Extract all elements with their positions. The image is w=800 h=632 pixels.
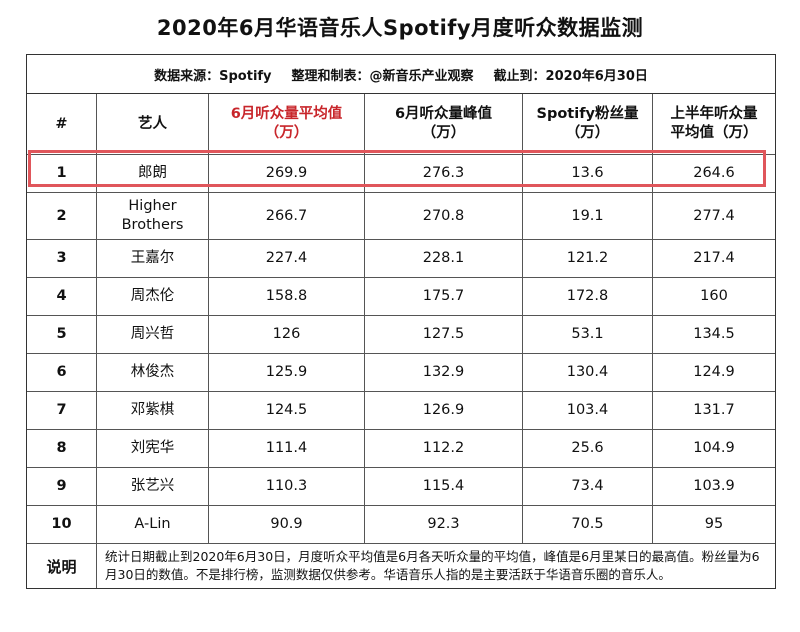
highlight-box xyxy=(28,150,766,187)
cell-artist: A-Lin xyxy=(97,506,209,543)
header-half-year-avg: 上半年听众量 平均值（万） xyxy=(670,106,758,141)
meta-source: 数据来源：Spotify xyxy=(154,68,272,84)
cell-june-avg: 110.3 xyxy=(209,468,365,505)
table-row: 1 郎朗 269.9 276.3 13.6 264.6 xyxy=(27,155,775,193)
cell-june-peak: 276.3 xyxy=(365,155,523,192)
note-label: 说明 xyxy=(27,544,97,588)
cell-artist: Higher Brothers xyxy=(97,193,209,239)
cell-june-peak: 228.1 xyxy=(365,240,523,277)
cell-june-avg: 126 xyxy=(209,316,365,353)
header-june-avg: 6月听众量平均值 （万） xyxy=(209,94,365,154)
cell-june-avg: 124.5 xyxy=(209,392,365,429)
cell-artist: 郎朗 xyxy=(97,155,209,192)
cell-june-avg: 269.9 xyxy=(209,155,365,192)
cell-june-peak: 126.9 xyxy=(365,392,523,429)
cell-half-year-avg: 103.9 xyxy=(693,478,735,494)
header-spotify-fans: Spotify粉丝量 （万） xyxy=(523,94,653,154)
cell-june-peak: 132.9 xyxy=(365,354,523,391)
cell-june-peak: 112.2 xyxy=(365,430,523,467)
table-row: 3 王嘉尔 227.4 228.1 121.2 217.4 xyxy=(27,240,775,278)
cell-june-avg: 158.8 xyxy=(209,278,365,315)
cell-rank: 2 xyxy=(27,193,97,239)
cell-spotify-fans: 73.4 xyxy=(523,468,653,505)
header-artist: 艺人 xyxy=(97,94,209,154)
cell-rank: 8 xyxy=(27,430,97,467)
cell-june-avg: 90.9 xyxy=(209,506,365,543)
cell-artist: 刘宪华 xyxy=(97,430,209,467)
cell-spotify-fans: 53.1 xyxy=(523,316,653,353)
table-row: 6 林俊杰 125.9 132.9 130.4 124.9 xyxy=(27,354,775,392)
meta-maker: 整理和制表：@新音乐产业观察 xyxy=(291,68,474,84)
table-row: 7 邓紫棋 124.5 126.9 103.4 131.7 xyxy=(27,392,775,430)
table-header-row: # 艺人 6月听众量平均值 （万） 6月听众量峰值 （万） Spotify粉丝量 （万… xyxy=(27,94,775,155)
cell-june-avg: 125.9 xyxy=(209,354,365,391)
cell-rank: 4 xyxy=(27,278,97,315)
cell-half-year-avg: 124.9 xyxy=(693,364,735,380)
cell-half-year-avg: 131.7 xyxy=(693,402,735,418)
cell-rank: 5 xyxy=(27,316,97,353)
cell-half-year-avg: 277.4 xyxy=(693,207,735,224)
cell-half-year-avg: 104.9 xyxy=(693,440,735,456)
header-rank: # xyxy=(27,94,97,154)
cell-spotify-fans: 121.2 xyxy=(523,240,653,277)
cell-artist: 周杰伦 xyxy=(97,278,209,315)
cell-spotify-fans: 130.4 xyxy=(523,354,653,391)
cell-june-peak: 127.5 xyxy=(365,316,523,353)
data-table: 数据来源：Spotify 整理和制表：@新音乐产业观察 截止到：2020年6月3… xyxy=(26,54,776,589)
cell-artist: 张艺兴 xyxy=(97,468,209,505)
cell-june-peak: 175.7 xyxy=(365,278,523,315)
table-row: 5 周兴哲 126 127.5 53.1 134.5 xyxy=(27,316,775,354)
page-title: 2020年6月华语音乐人Spotify月度听众数据监测 xyxy=(156,16,644,40)
table-row: 9 张艺兴 110.3 115.4 73.4 103.9 xyxy=(27,468,775,506)
cell-rank: 6 xyxy=(27,354,97,391)
table-row: 10 A-Lin 90.9 92.3 70.5 95 xyxy=(27,506,775,544)
cell-half-year-avg: 160 xyxy=(700,288,728,304)
cell-half-year-avg: 217.4 xyxy=(693,250,735,266)
cell-spotify-fans: 19.1 xyxy=(523,193,653,239)
cell-half-year-avg: 264.6 xyxy=(693,165,735,181)
cell-spotify-fans: 103.4 xyxy=(523,392,653,429)
cell-spotify-fans: 172.8 xyxy=(523,278,653,315)
table-row: 4 周杰伦 158.8 175.7 172.8 160 xyxy=(27,278,775,316)
cell-spotify-fans: 13.6 xyxy=(523,155,653,192)
table-meta: 数据来源：Spotify 整理和制表：@新音乐产业观察 截止到：2020年6月3… xyxy=(27,55,775,94)
note-row: 说明 统计日期截止到2020年6月30日，月度听众平均值是6月各天听众量的平均值… xyxy=(27,544,775,589)
cell-spotify-fans: 70.5 xyxy=(523,506,653,543)
table-row: 2 Higher Brothers 266.7 270.8 19.1 277.4 xyxy=(27,193,775,240)
cell-june-avg: 266.7 xyxy=(209,193,365,239)
note-text: 统计日期截止到2020年6月30日，月度听众平均值是6月各天听众量的平均值，峰值… xyxy=(105,549,760,582)
cell-artist: 王嘉尔 xyxy=(97,240,209,277)
cell-june-peak: 92.3 xyxy=(365,506,523,543)
cell-artist: 林俊杰 xyxy=(97,354,209,391)
cell-rank: 1 xyxy=(27,155,97,192)
cell-spotify-fans: 25.6 xyxy=(523,430,653,467)
cell-june-avg: 227.4 xyxy=(209,240,365,277)
cell-june-peak: 270.8 xyxy=(365,193,523,239)
cell-june-avg: 111.4 xyxy=(209,430,365,467)
cell-rank: 3 xyxy=(27,240,97,277)
cell-artist: 邓紫棋 xyxy=(97,392,209,429)
meta-cutoff: 截止到：2020年6月30日 xyxy=(493,68,648,84)
cell-rank: 10 xyxy=(27,506,97,543)
table-row: 8 刘宪华 111.4 112.2 25.6 104.9 xyxy=(27,430,775,468)
cell-artist: 周兴哲 xyxy=(97,316,209,353)
cell-june-peak: 115.4 xyxy=(365,468,523,505)
cell-rank: 9 xyxy=(27,468,97,505)
cell-half-year-avg: 95 xyxy=(704,516,724,532)
cell-half-year-avg: 134.5 xyxy=(693,326,735,342)
cell-rank: 7 xyxy=(27,392,97,429)
header-june-peak: 6月听众量峰值 （万） xyxy=(365,94,523,154)
